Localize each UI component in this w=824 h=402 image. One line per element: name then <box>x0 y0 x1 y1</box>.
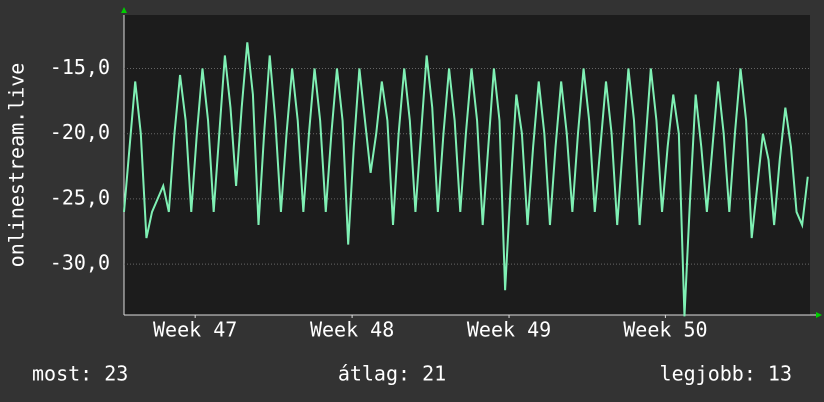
plot-area <box>124 15 810 315</box>
stat-current: most: 23 <box>32 362 128 386</box>
x-tick-label: Week 49 <box>467 318 551 342</box>
x-tick-label: Week 48 <box>310 318 394 342</box>
x-tick-label: Week 47 <box>153 318 237 342</box>
y-tick-label: -25,0 <box>50 185 110 209</box>
y-arrow <box>121 7 127 13</box>
y-axis-label: onlinestream.live <box>5 63 29 268</box>
stat-best: legjobb: 13 <box>660 362 792 386</box>
x-tick-label: Week 50 <box>623 318 707 342</box>
stat-average: átlag: 21 <box>338 362 446 386</box>
y-tick-label: -30,0 <box>50 251 110 275</box>
y-tick-label: -20,0 <box>50 120 110 144</box>
series-line <box>123 42 809 317</box>
y-tick-label: -15,0 <box>50 55 110 79</box>
x-arrow <box>816 312 822 318</box>
